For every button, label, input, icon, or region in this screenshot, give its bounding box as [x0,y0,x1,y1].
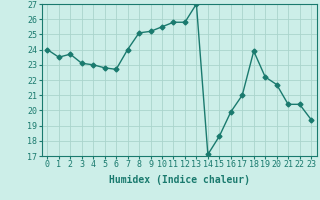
X-axis label: Humidex (Indice chaleur): Humidex (Indice chaleur) [109,175,250,185]
